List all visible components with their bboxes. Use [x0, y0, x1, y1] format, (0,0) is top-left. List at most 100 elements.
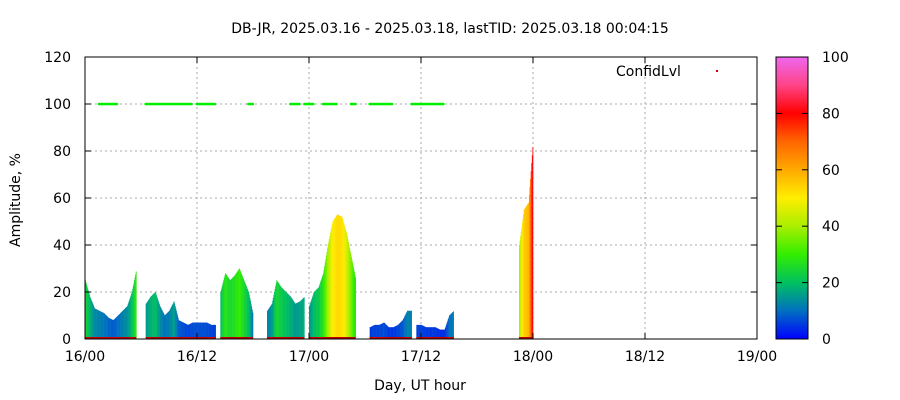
amplitude-bar — [399, 323, 401, 339]
amplitude-bar — [520, 231, 522, 339]
x-tick-label: 17/12 — [401, 349, 441, 365]
amplitude-bar — [92, 302, 93, 339]
amplitude-bar — [282, 289, 284, 339]
amplitude-bar — [88, 292, 90, 339]
colorbar-tick-label: 80 — [822, 106, 840, 122]
amplitude-bar — [527, 203, 529, 339]
amplitude-bar — [284, 290, 286, 339]
amplitude-bar — [439, 329, 441, 339]
amplitude-bar — [159, 306, 161, 339]
amplitude-bar — [203, 322, 205, 339]
amplitude-bar — [390, 327, 392, 339]
amplitude-bar — [416, 324, 418, 339]
amplitude-bar — [157, 300, 159, 339]
amplitude-bar — [174, 306, 176, 339]
amplitude-bar — [226, 275, 228, 339]
amplitude-bar — [166, 313, 168, 339]
amplitude-bar — [530, 178, 531, 339]
legend-marker — [716, 70, 718, 72]
amplitude-bar — [228, 278, 230, 339]
amplitude-bar — [437, 328, 439, 339]
amplitude-bar — [327, 248, 328, 339]
amplitude-bar — [199, 322, 201, 339]
amplitude-bar — [204, 322, 205, 339]
amplitude-bar — [210, 324, 212, 339]
amplitude-bar — [405, 314, 407, 339]
x-tick-label: 18/00 — [513, 349, 553, 365]
amplitude-bar — [440, 329, 442, 339]
amplitude-bar — [429, 327, 431, 339]
amplitude-bar — [190, 323, 191, 339]
amplitude-bar — [527, 204, 529, 339]
amplitude-bar — [391, 327, 393, 339]
amplitude-bar — [292, 300, 294, 339]
amplitude-bar — [319, 283, 321, 339]
amplitude-bar — [90, 299, 92, 339]
amplitude-bar — [90, 298, 92, 339]
amplitude-bar — [379, 324, 380, 339]
amplitude-bar — [126, 306, 128, 339]
amplitude-bar — [298, 301, 300, 339]
amplitude-bar — [230, 279, 232, 339]
amplitude-bar — [272, 300, 274, 339]
amplitude-bar — [441, 329, 443, 339]
amplitude-bar — [453, 311, 454, 339]
amplitude-bar — [378, 324, 380, 339]
amplitude-bar — [163, 313, 165, 339]
amplitude-bar — [450, 313, 452, 339]
amplitude-bar — [389, 327, 391, 339]
amplitude-bar — [374, 324, 376, 339]
amplitude-bar — [92, 304, 94, 339]
amplitude-bar — [237, 271, 239, 339]
amplitude-bar — [281, 287, 282, 339]
amplitude-bar — [344, 225, 345, 339]
amplitude-bar — [525, 207, 527, 339]
amplitude-bar — [444, 329, 446, 339]
confidence-point — [354, 102, 357, 106]
amplitude-bar — [317, 288, 319, 339]
amplitude-bar — [283, 289, 285, 339]
amplitude-bar — [86, 284, 88, 339]
amplitude-bar — [125, 307, 127, 339]
amplitude-bar — [289, 296, 291, 339]
amplitude-bar — [404, 316, 405, 339]
amplitude-bar — [268, 309, 270, 339]
amplitude-bar — [401, 321, 403, 339]
amplitude-bar — [194, 322, 196, 339]
amplitude-bar — [173, 302, 174, 339]
amplitude-bar — [122, 310, 124, 339]
amplitude-bar — [197, 322, 198, 339]
amplitude-bar — [127, 304, 129, 339]
amplitude-bar — [400, 322, 401, 339]
amplitude-bar — [250, 303, 252, 339]
amplitude-bar — [338, 215, 340, 339]
amplitude-bar — [174, 303, 176, 339]
amplitude-bar — [428, 327, 430, 339]
amplitude-bar — [384, 323, 386, 339]
amplitude-bar — [288, 294, 290, 339]
amplitude-bar — [123, 309, 125, 339]
amplitude-bar — [408, 310, 410, 339]
amplitude-bar — [171, 304, 173, 339]
amplitude-bar — [115, 317, 117, 339]
amplitude-bar — [294, 302, 296, 339]
amplitude-bar — [124, 309, 125, 339]
amplitude-bar — [335, 217, 337, 339]
amplitude-bar — [333, 219, 335, 339]
amplitude-bar — [233, 276, 235, 339]
amplitude-bar — [221, 287, 223, 339]
amplitude-bar — [369, 327, 371, 339]
amplitude-bar — [437, 328, 439, 339]
amplitude-bar — [291, 298, 293, 339]
amplitude-bar — [324, 266, 326, 339]
amplitude-bar — [179, 320, 181, 339]
amplitude-bar — [110, 318, 111, 339]
amplitude-bar — [349, 247, 351, 339]
amplitude-bar — [176, 310, 177, 339]
amplitude-bar — [302, 299, 303, 339]
amplitude-bars — [85, 147, 534, 339]
amplitude-bar — [382, 323, 384, 339]
amplitude-bar — [278, 282, 279, 339]
amplitude-bar — [197, 322, 199, 339]
amplitude-bar — [526, 205, 528, 339]
